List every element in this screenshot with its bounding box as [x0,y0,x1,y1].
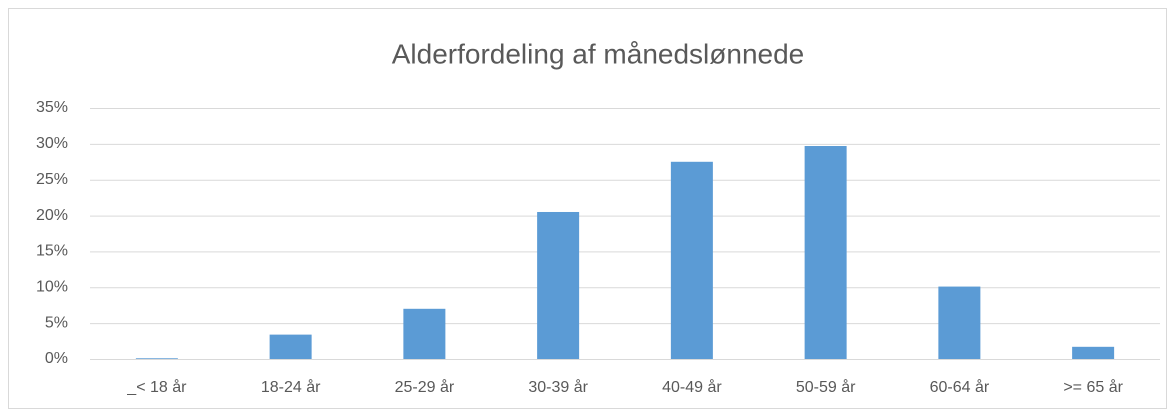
bar [1072,346,1115,359]
y-tick-label: 25% [36,171,68,188]
y-tick-label: 20% [36,207,68,224]
y-tick-label: 30% [36,135,68,152]
x-tick-label: >= 65 år [1063,378,1123,396]
bar [537,211,580,359]
bar [938,286,981,359]
y-tick-label: 10% [36,279,68,296]
x-tick-label: 30-39 år [528,378,588,396]
bar [670,161,713,359]
y-tick-label: 15% [36,243,68,260]
x-tick-label: 25-29 år [395,378,455,396]
bar [804,146,847,359]
bar [403,308,446,359]
bar [269,334,312,359]
chart-title: Alderfordeling af månedslønnede [392,38,804,69]
x-tick-label: 60-64 år [930,378,990,396]
y-tick-label: 5% [45,314,68,331]
x-tick-label: _< 18 år [126,378,187,396]
y-tick-label: 0% [45,350,68,367]
x-tick-label: 40-49 år [662,378,722,396]
x-tick-label: 50-59 år [796,378,856,396]
bar [135,358,178,359]
x-tick-label: 18-24 år [261,378,321,396]
y-tick-label: 35% [36,99,68,116]
